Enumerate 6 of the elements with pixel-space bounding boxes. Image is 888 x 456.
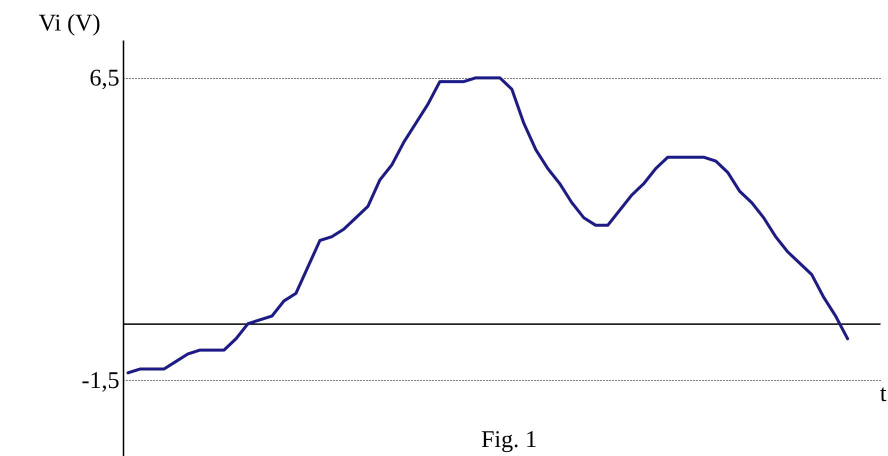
annotation: Fig. 1	[481, 427, 538, 453]
x-axis-title: t	[880, 381, 887, 408]
y-axis-title: Vi (V)	[38, 10, 100, 36]
line-series	[126, 76, 850, 374]
y-tick-label: 6,5	[90, 65, 120, 92]
y-tick-label: -1,5	[82, 368, 120, 394]
